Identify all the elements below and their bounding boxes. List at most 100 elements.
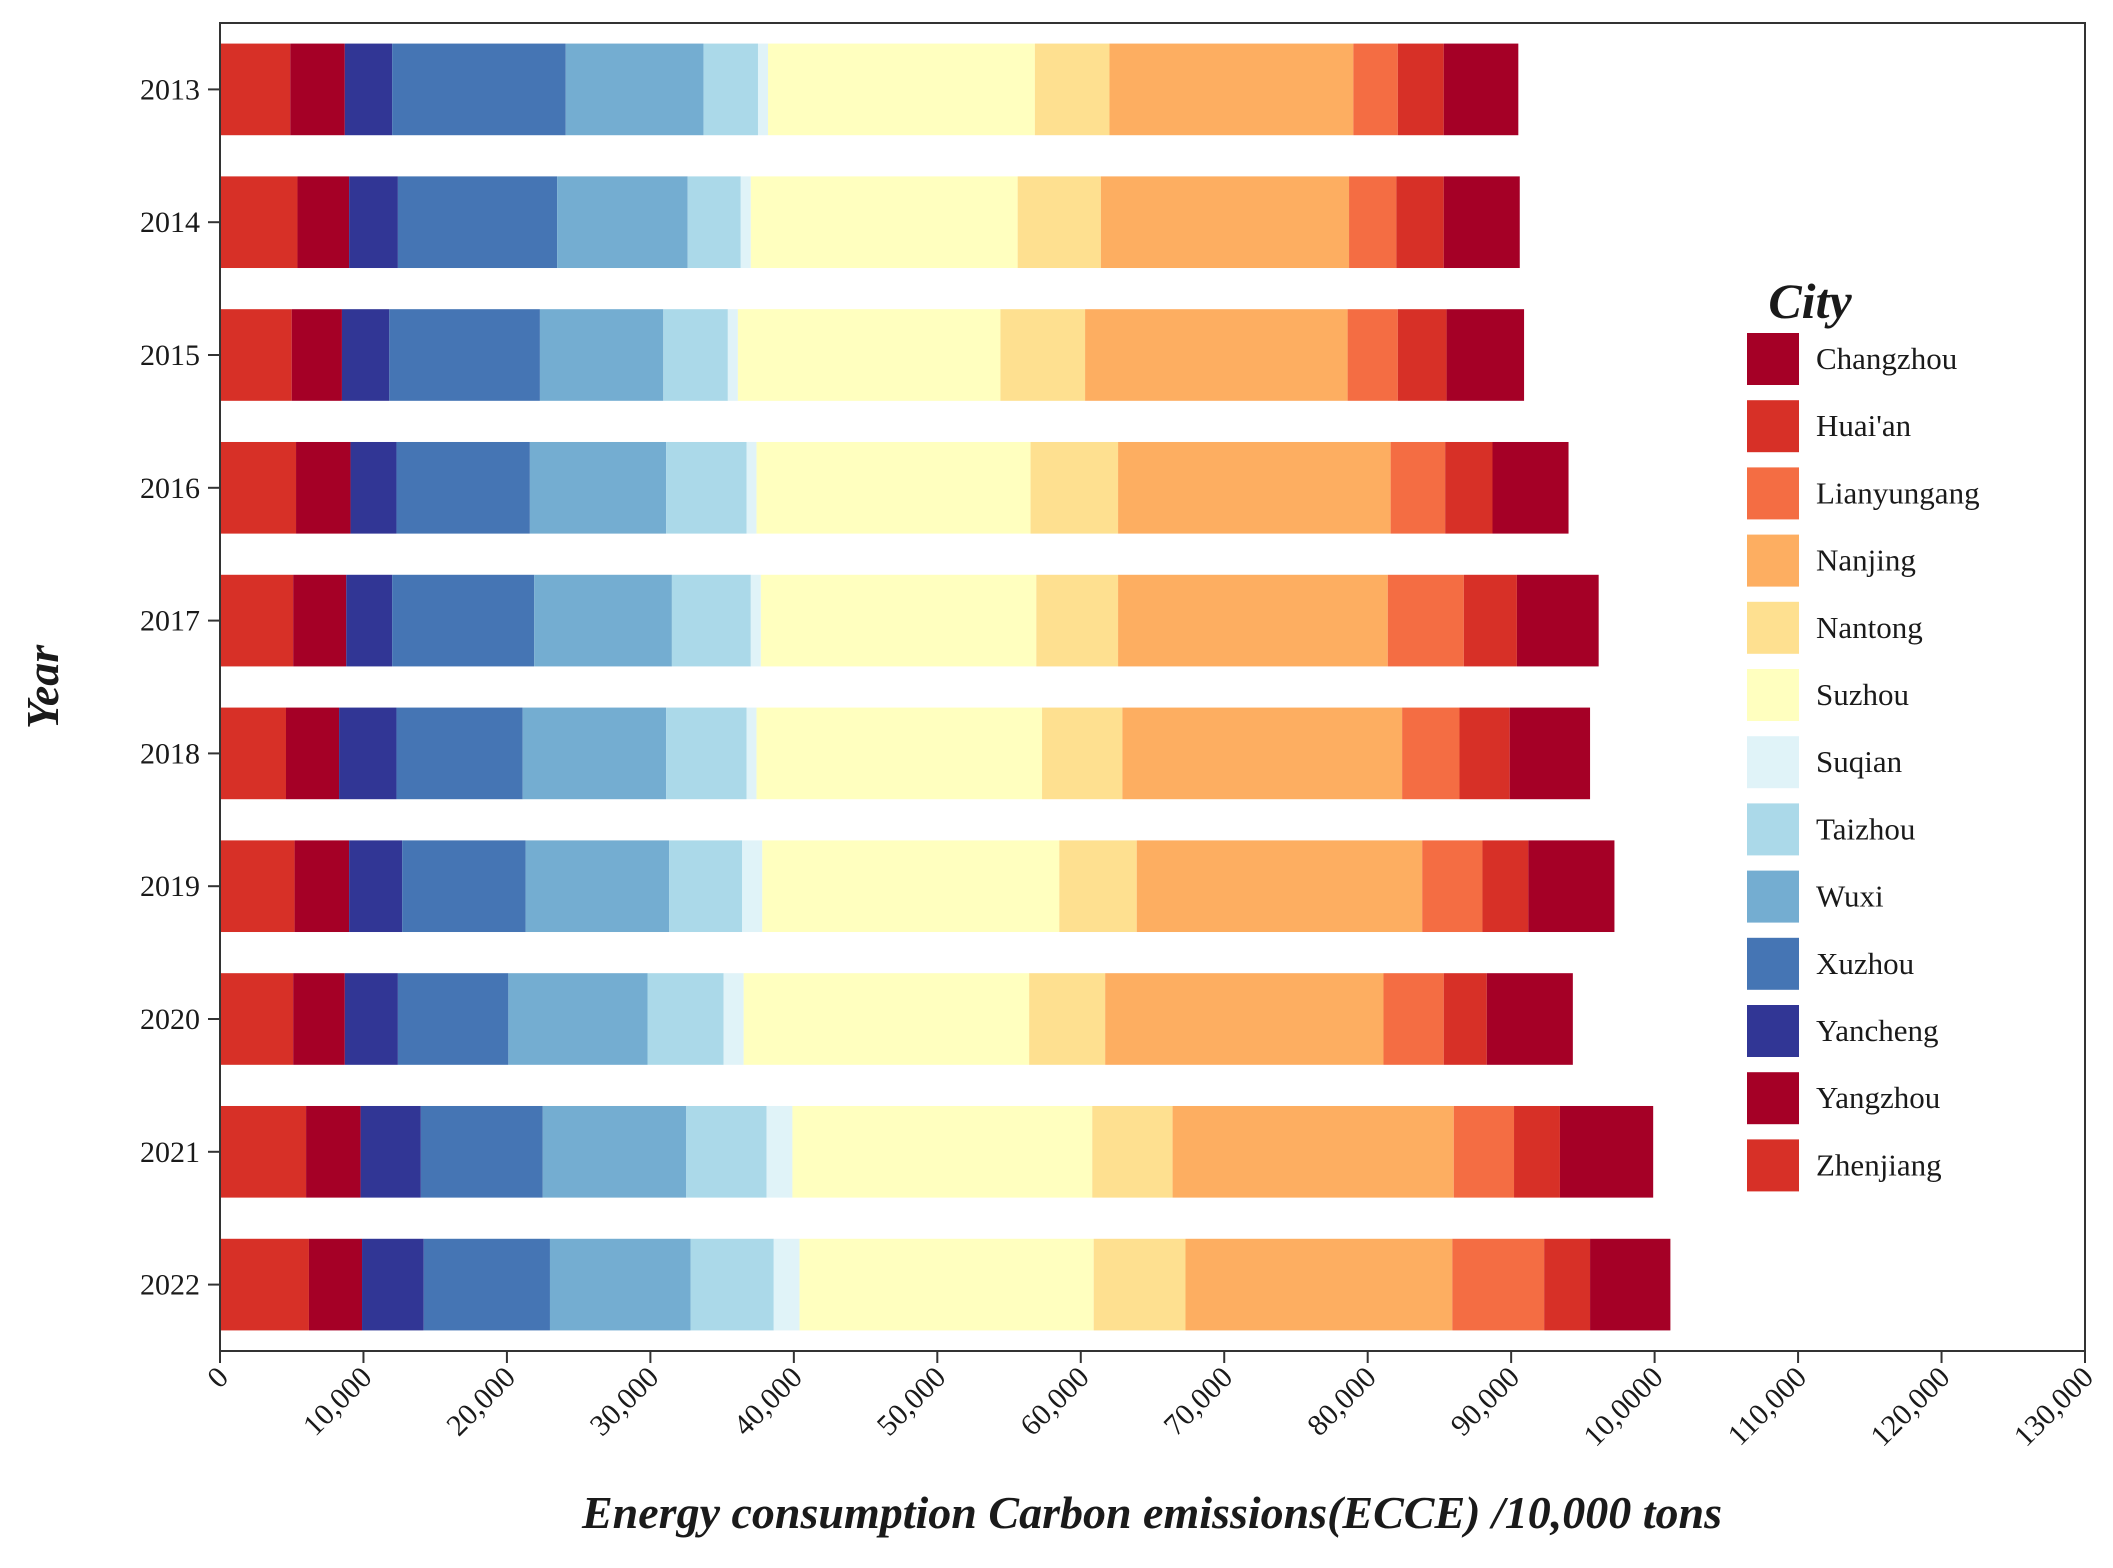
bars-group: [220, 43, 1671, 1331]
y-tick-label: 2018: [140, 737, 200, 770]
bar-segment-nanjing-2017: [1118, 574, 1388, 667]
bar-segment-taizhou-2014: [687, 176, 741, 269]
bar-segment-lianyungang-2019: [1422, 840, 1483, 933]
y-tick-label: 2017: [140, 605, 200, 638]
bar-segment-suzhou-2021: [792, 1105, 1093, 1198]
bar-segment-suqian-2018: [746, 707, 757, 800]
legend-label-suzhou: Suzhou: [1816, 677, 1909, 712]
x-tick-label: 60,000: [1014, 1361, 1096, 1443]
bar-segment-taizhou-2015: [663, 309, 728, 401]
legend-label-yancheng: Yancheng: [1816, 1013, 1939, 1048]
bar-segment-yangzhou-2022: [308, 1238, 363, 1331]
bar-segment-huai-an-2018: [1459, 707, 1510, 800]
bar-segment-nanjing-2015: [1085, 309, 1348, 401]
y-tick-label: 2014: [140, 206, 200, 239]
bar-segment-wuxi-2022: [549, 1238, 691, 1331]
bar-segment-nantong-2015: [1000, 309, 1086, 401]
bar-segment-yangzhou-2017: [293, 574, 347, 667]
bar-segment-taizhou-2017: [671, 574, 751, 667]
bar-segment-zhenjiang-2014: [220, 176, 298, 269]
legend-swatch-changzhou: [1745, 331, 1801, 387]
y-tick-label: 2021: [140, 1136, 200, 1169]
bar-segment-huai-an-2022: [1544, 1238, 1591, 1331]
bar-segment-changzhou-2021: [1559, 1105, 1654, 1198]
x-tick-label: 130,000: [2008, 1361, 2100, 1453]
bar-segment-nanjing-2013: [1109, 43, 1354, 136]
bar-segment-wuxi-2015: [539, 309, 664, 401]
bar-segment-suzhou-2020: [743, 973, 1030, 1065]
bar-segment-huai-an-2016: [1445, 441, 1493, 534]
legend-label-nantong: Nantong: [1816, 610, 1923, 645]
bar-segment-zhenjiang-2021: [220, 1105, 307, 1198]
legend-label-yangzhou: Yangzhou: [1816, 1080, 1940, 1115]
y-tick-label: 2013: [140, 73, 200, 106]
bar-segment-changzhou-2022: [1590, 1238, 1671, 1331]
bar-segment-yancheng-2014: [349, 176, 398, 269]
bar-segment-zhenjiang-2022: [220, 1238, 309, 1331]
bar-segment-yancheng-2013: [344, 43, 393, 136]
bar-segment-yangzhou-2014: [297, 176, 350, 269]
legend-label-taizhou: Taizhou: [1816, 811, 1915, 846]
bar-segment-wuxi-2014: [557, 176, 688, 269]
bar-segment-zhenjiang-2013: [220, 43, 291, 136]
bar-segment-yangzhou-2013: [290, 43, 345, 136]
bar-segment-taizhou-2016: [666, 441, 747, 534]
legend-swatch-nanjing: [1745, 532, 1801, 589]
bar-segment-nanjing-2014: [1100, 176, 1350, 269]
legend-swatch-suzhou: [1745, 667, 1801, 723]
legend-label-wuxi: Wuxi: [1816, 879, 1884, 914]
bar-segment-yancheng-2019: [349, 840, 403, 933]
bar-segment-taizhou-2020: [647, 973, 724, 1065]
bar-segment-xuzhou-2020: [397, 973, 509, 1065]
x-tick-label: 40,000: [727, 1361, 809, 1443]
x-tick-label: 0: [201, 1361, 235, 1395]
legend-label-huai-an: Huai'an: [1816, 408, 1912, 443]
bar-segment-yancheng-2015: [341, 309, 390, 401]
bar-segment-nanjing-2022: [1185, 1238, 1453, 1331]
x-tick-label: 10,0000: [1577, 1361, 1669, 1453]
y-tick-label: 2022: [140, 1269, 200, 1302]
y-axis-title: Year: [17, 644, 68, 729]
bar-segment-suqian-2015: [727, 309, 738, 401]
bar-segment-suqian-2022: [773, 1238, 800, 1331]
bar-segment-suzhou-2018: [756, 707, 1043, 800]
bar-segment-yangzhou-2021: [306, 1105, 361, 1198]
bar-segment-lianyungang-2018: [1402, 707, 1460, 800]
bar-segment-huai-an-2021: [1514, 1105, 1560, 1198]
bar-segment-lianyungang-2022: [1452, 1238, 1545, 1331]
bar-segment-suzhou-2014: [750, 176, 1018, 269]
bar-segment-yangzhou-2019: [294, 840, 350, 933]
legend-title: City: [1768, 273, 1852, 329]
bar-segment-xuzhou-2015: [389, 309, 540, 401]
bar-segment-nantong-2013: [1034, 43, 1110, 136]
bar-segment-lianyungang-2014: [1349, 176, 1397, 269]
bar-segment-suqian-2013: [757, 43, 769, 136]
bar-segment-huai-an-2013: [1397, 43, 1444, 136]
bar-segment-zhenjiang-2019: [220, 840, 295, 933]
legend-label-xuzhou: Xuzhou: [1816, 946, 1914, 981]
y-tick-label: 2020: [140, 1003, 200, 1036]
legend-swatch-wuxi: [1745, 868, 1801, 925]
legend-swatch-taizhou: [1745, 801, 1801, 858]
x-tick-label: 120,000: [1864, 1361, 1956, 1453]
x-axis-title: Energy consumption Carbon emissions(ECCE…: [581, 1487, 1722, 1538]
bar-segment-lianyungang-2017: [1387, 574, 1464, 667]
bar-segment-zhenjiang-2016: [220, 441, 297, 534]
bar-segment-nantong-2018: [1042, 707, 1123, 800]
bar-segment-nantong-2022: [1093, 1238, 1186, 1331]
bar-segment-suzhou-2013: [768, 43, 1035, 136]
legend-label-lianyungang: Lianyungang: [1816, 475, 1980, 510]
legend-label-zhenjiang: Zhenjiang: [1816, 1147, 1942, 1182]
bar-segment-yangzhou-2020: [293, 973, 345, 1065]
bar-segment-suqian-2021: [766, 1105, 793, 1198]
bar-segment-taizhou-2021: [686, 1105, 767, 1198]
bar-segment-huai-an-2019: [1482, 840, 1529, 933]
x-tick-label: 70,000: [1158, 1361, 1240, 1443]
bar-segment-suqian-2016: [746, 441, 757, 534]
x-tick-label: 50,000: [871, 1361, 953, 1443]
bar-segment-huai-an-2014: [1396, 176, 1444, 269]
y-tick-label: 2016: [140, 472, 200, 505]
bar-segment-huai-an-2015: [1397, 309, 1447, 401]
